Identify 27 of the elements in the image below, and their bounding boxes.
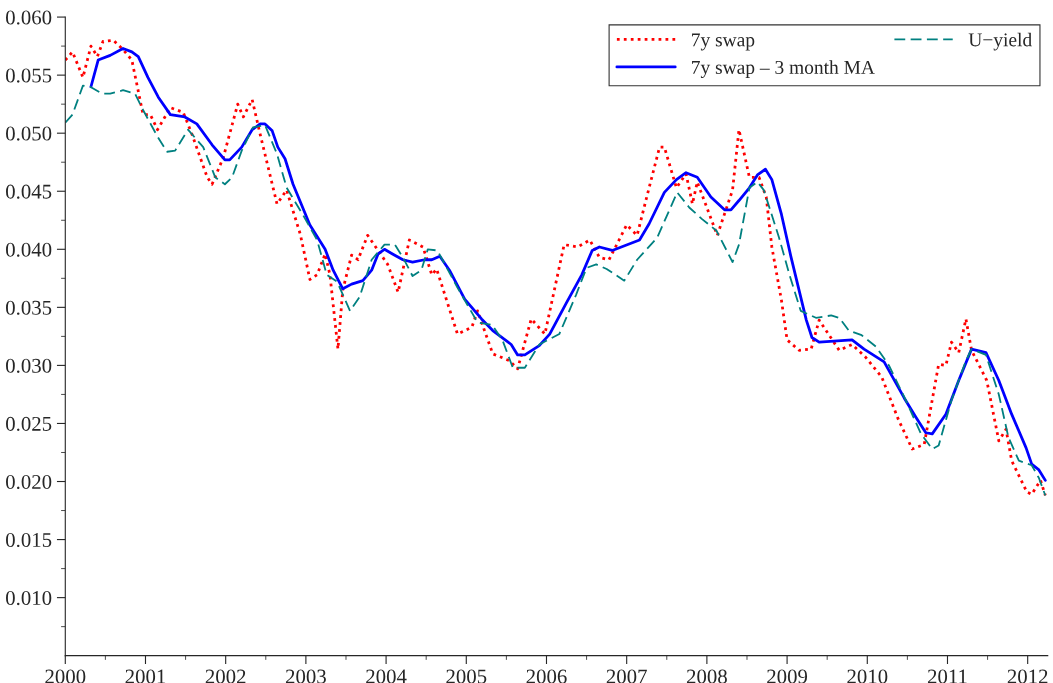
- y-tick-label: 0.045: [6, 184, 52, 199]
- y-tick-label: 0.040: [6, 242, 52, 257]
- x-tick-label: 2003: [285, 669, 326, 683]
- y-tick-label: 0.015: [6, 532, 52, 548]
- x-tick-label: 2001: [125, 669, 166, 683]
- y-tick-label: 0.030: [6, 358, 52, 373]
- legend-label: U−yield: [968, 32, 1032, 51]
- x-tick-label: 2012: [1007, 669, 1048, 683]
- y-tick-label: 0.055: [6, 68, 52, 83]
- x-tick-label: 2011: [927, 669, 967, 683]
- x-tick-label: 2010: [847, 669, 888, 683]
- y-tick-label: 0.035: [6, 300, 52, 315]
- x-tick-label: 2006: [526, 669, 567, 683]
- x-tick-label: 2002: [205, 669, 246, 683]
- x-tick-label: 2004: [366, 669, 407, 683]
- x-tick-label: 2009: [767, 669, 808, 683]
- legend-label: 7y swap – 3 month MA: [692, 60, 875, 78]
- y-tick-label: 0.025: [6, 416, 52, 431]
- legend-label: 7y swap: [692, 33, 755, 51]
- y-tick-label: 0.060: [6, 10, 52, 25]
- y-tick-label: 0.010: [6, 591, 52, 606]
- x-tick-label: 2008: [686, 669, 727, 683]
- x-tick-label: 2005: [446, 669, 487, 683]
- y-tick-label: 0.050: [6, 126, 52, 141]
- x-tick-label: 2000: [45, 669, 86, 683]
- x-tick-label: 2007: [606, 669, 647, 683]
- y-tick-label: 0.020: [6, 474, 52, 490]
